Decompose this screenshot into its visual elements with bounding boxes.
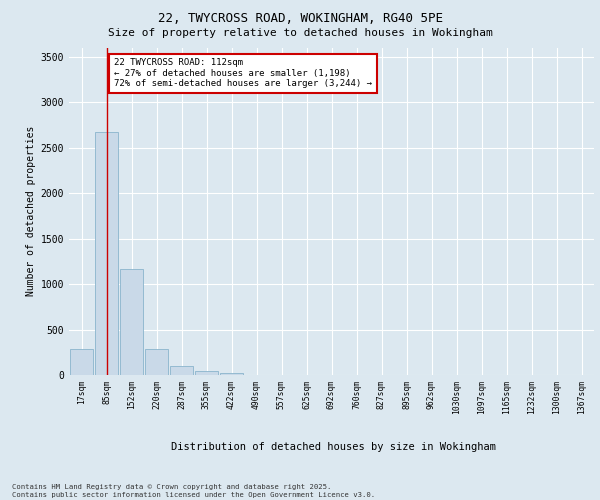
Bar (120, 270, 143, 375)
Bar (145, 348, 168, 375)
Bar (195, 372, 218, 375)
Bar (70, 348, 93, 375)
Text: Size of property relative to detached houses in Wokingham: Size of property relative to detached ho… (107, 28, 493, 38)
Text: Distribution of detached houses by size in Wokingham: Distribution of detached houses by size … (170, 442, 496, 452)
Bar (220, 373, 243, 375)
Text: 22 TWYCROSS ROAD: 112sqm
← 27% of detached houses are smaller (1,198)
72% of sem: 22 TWYCROSS ROAD: 112sqm ← 27% of detach… (114, 58, 372, 88)
Bar (170, 366, 193, 375)
Text: Contains HM Land Registry data © Crown copyright and database right 2025.
Contai: Contains HM Land Registry data © Crown c… (12, 484, 375, 498)
Y-axis label: Number of detached properties: Number of detached properties (26, 126, 37, 296)
Text: 22, TWYCROSS ROAD, WOKINGHAM, RG40 5PE: 22, TWYCROSS ROAD, WOKINGHAM, RG40 5PE (157, 12, 443, 26)
Bar (95, 132, 118, 375)
